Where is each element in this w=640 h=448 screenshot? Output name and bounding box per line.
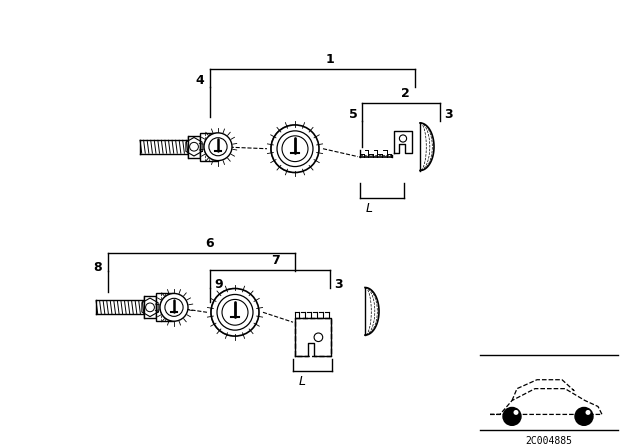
Circle shape	[204, 133, 232, 161]
Circle shape	[209, 138, 227, 156]
Text: 5: 5	[349, 108, 358, 121]
Text: L: L	[366, 202, 373, 215]
Text: 6: 6	[205, 237, 214, 250]
Polygon shape	[204, 134, 218, 160]
Text: 9: 9	[214, 278, 223, 291]
Circle shape	[513, 410, 518, 415]
Polygon shape	[160, 294, 174, 320]
Circle shape	[160, 293, 188, 321]
Text: L: L	[299, 375, 306, 388]
Polygon shape	[211, 289, 235, 336]
Circle shape	[222, 299, 248, 325]
Circle shape	[146, 303, 154, 312]
Text: 1: 1	[326, 53, 334, 66]
Circle shape	[314, 333, 323, 341]
Bar	[144, 297, 156, 318]
Polygon shape	[295, 319, 331, 356]
Bar	[156, 293, 174, 321]
Circle shape	[271, 125, 319, 172]
Circle shape	[503, 408, 521, 425]
Circle shape	[282, 136, 308, 162]
Text: 8: 8	[93, 261, 102, 274]
Text: 3: 3	[334, 278, 342, 291]
Circle shape	[165, 298, 183, 316]
Circle shape	[277, 131, 313, 167]
Circle shape	[399, 135, 406, 142]
Circle shape	[575, 408, 593, 425]
Text: 3: 3	[444, 108, 452, 121]
Circle shape	[217, 294, 253, 330]
Polygon shape	[271, 125, 295, 172]
Text: 2C004885: 2C004885	[525, 436, 573, 446]
Bar	[200, 133, 218, 161]
Circle shape	[211, 289, 259, 336]
Text: 2: 2	[401, 87, 410, 100]
Circle shape	[189, 142, 198, 151]
Text: 7: 7	[271, 254, 280, 267]
Circle shape	[586, 410, 591, 415]
Text: 4: 4	[195, 74, 204, 87]
Bar	[188, 136, 200, 158]
